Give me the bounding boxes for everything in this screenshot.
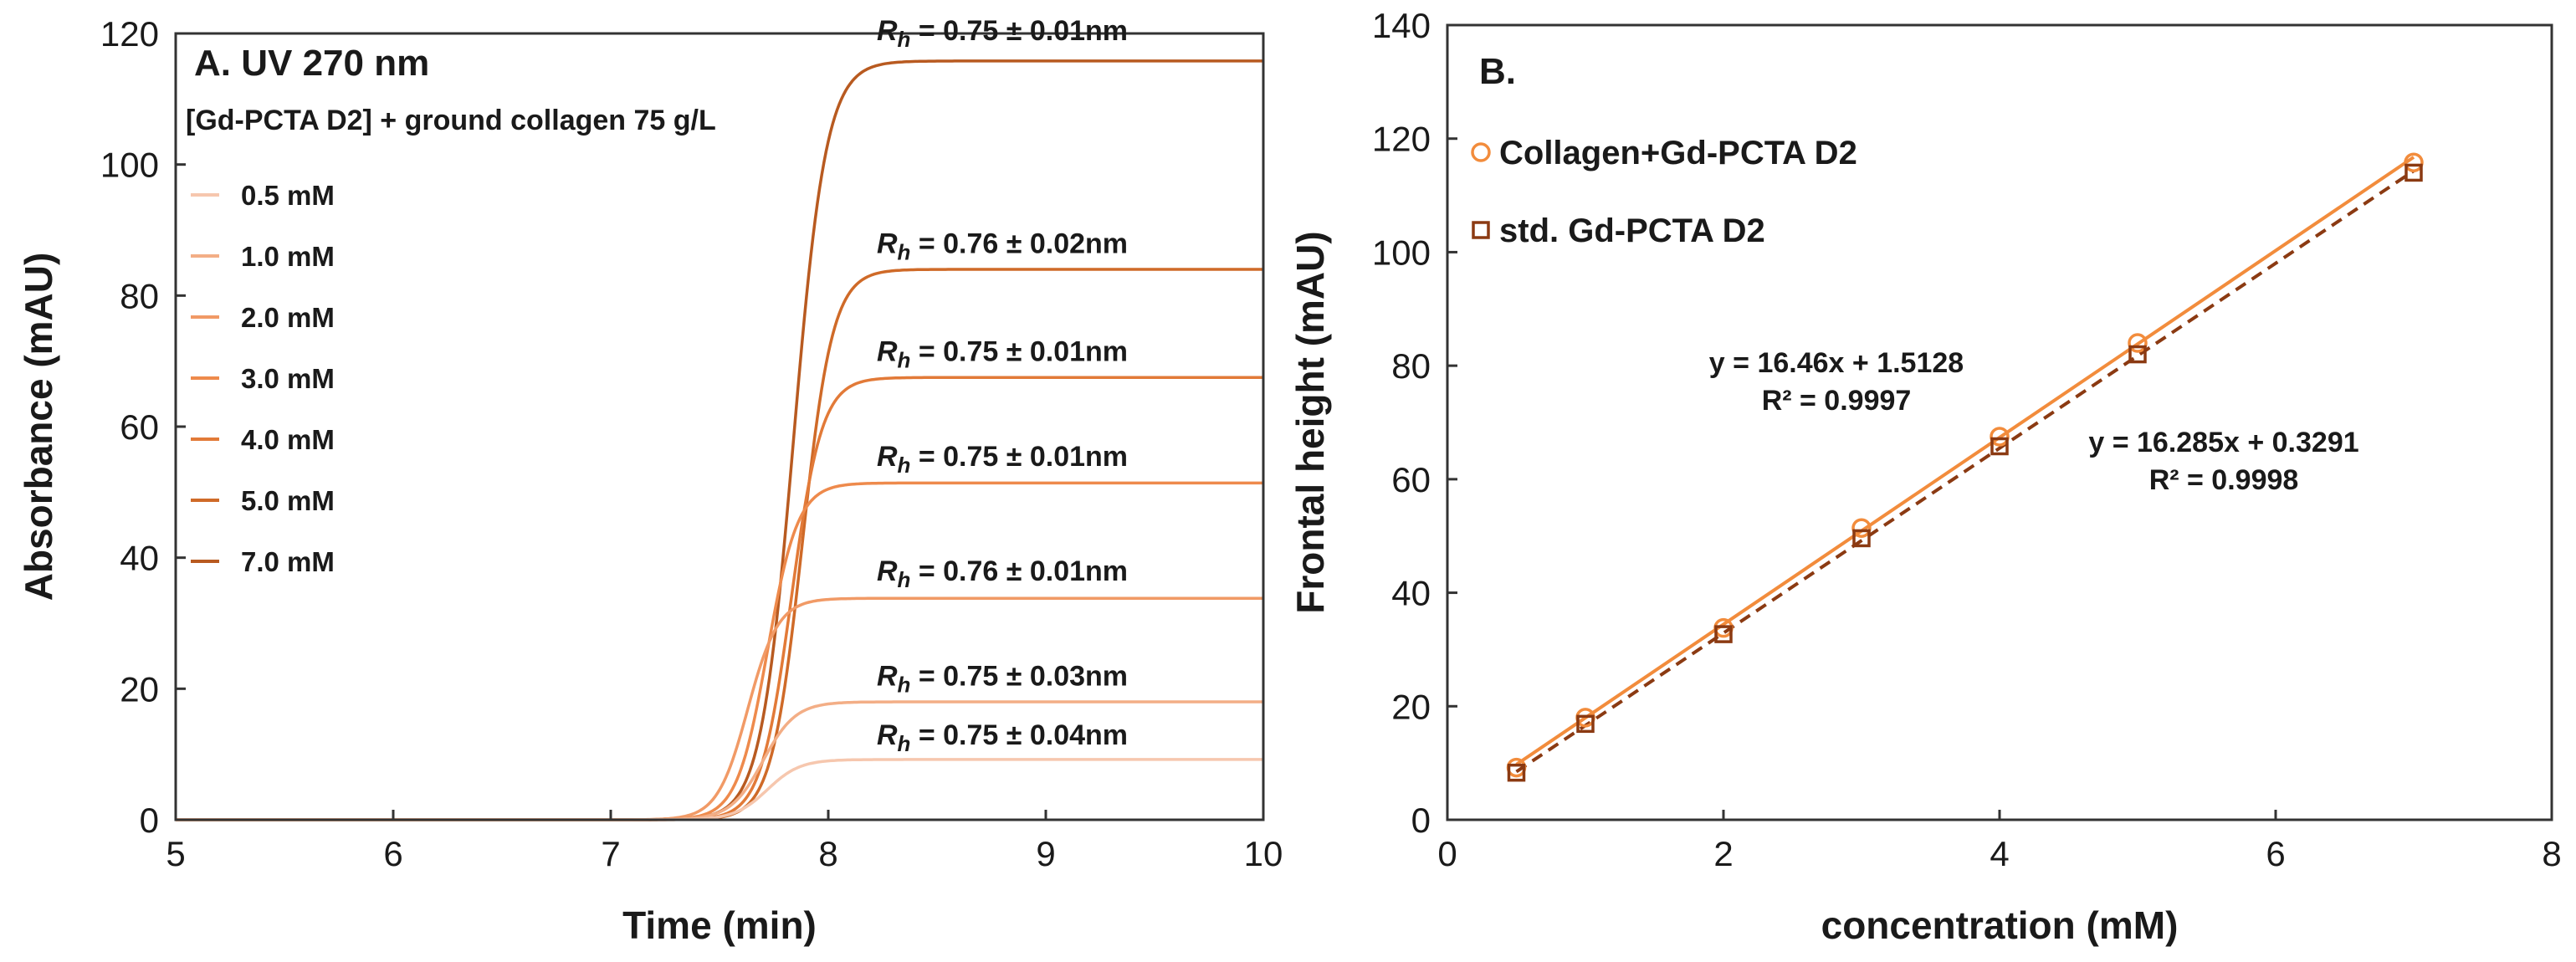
curve-2-0-mM <box>176 596 1263 821</box>
panel-b-chart: 0 2 4 6 8 0 20 40 60 80 100 120 140 concentration (… <box>1288 6 2562 947</box>
panel-b-x-label: concentration (mM) <box>1821 903 2179 947</box>
y-tick-label: 100 <box>100 146 159 185</box>
panel-a-subtitle: [Gd-PCTA D2] + ground collagen 75 g/L <box>186 105 716 136</box>
panel-a-annotations: Rh = 0.75 ± 0.01nm Rh = 0.76 ± 0.02nm Rh =… <box>877 15 1128 756</box>
legend-label: 5.0 mM <box>241 485 335 516</box>
y-tick-label: 20 <box>120 669 159 709</box>
y-tick-label: 20 <box>1391 687 1431 726</box>
legend-label: 0.5 mM <box>241 180 335 211</box>
panel-a-x-label: Time (min) <box>622 903 817 947</box>
y-tick-label: 80 <box>120 276 159 315</box>
x-tick-label: 8 <box>2542 834 2561 873</box>
legend-label: 4.0 mM <box>241 424 335 455</box>
rh-annotation: Rh = 0.76 ± 0.02nm <box>877 228 1128 264</box>
std-data-point <box>1990 437 2009 456</box>
x-tick-label: 4 <box>1990 834 2009 873</box>
y-tick-label: 80 <box>1391 346 1431 386</box>
legend-label: std. Gd-PCTA D2 <box>1499 212 1765 249</box>
panel-a-y-label: Absorbance (mAU) <box>17 253 60 601</box>
collagen-data-point <box>1990 427 2010 447</box>
collagen-fit-equation: y = 16.46x + 1.5128 <box>1709 347 1964 379</box>
legend-label: 3.0 mM <box>241 363 335 394</box>
panel-b-fit-lines <box>1515 156 2415 774</box>
std-data-point <box>1576 714 1595 734</box>
panel-a-chart: 5 6 7 8 9 10 0 20 40 60 80 100 120 Time (min) Absor… <box>17 14 1283 947</box>
legend-square-marker <box>1472 221 1490 239</box>
rh-annotation: Rh = 0.75 ± 0.01nm <box>877 336 1128 373</box>
panel-a-legend: 0.5 mM 1.0 mM 2.0 mM 3.0 mM 4.0 mM 5.0 mM 7.0 … <box>191 180 335 577</box>
y-tick-label: 40 <box>120 539 159 578</box>
x-tick-label: 0 <box>1437 834 1457 873</box>
y-tick-label: 120 <box>1372 120 1431 159</box>
panel-a-x-ticks: 5 6 7 8 9 10 <box>166 810 1283 873</box>
collagen-data-point <box>1851 518 1872 538</box>
curve-3-0-mM <box>176 481 1263 821</box>
y-tick-label: 140 <box>1372 6 1431 45</box>
x-tick-label: 10 <box>1244 834 1283 873</box>
x-tick-label: 9 <box>1036 834 1055 873</box>
panel-b-title: B. <box>1479 51 1516 92</box>
panel-a-y-ticks: 0 20 40 60 80 100 120 <box>100 14 186 840</box>
panel-b-y-label: Frontal height (mAU) <box>1288 231 1332 613</box>
rh-annotation: Rh = 0.75 ± 0.01nm <box>877 15 1128 52</box>
panel-b-legend: Collagen+Gd-PCTA D2 std. Gd-PCTA D2 <box>1471 135 1857 249</box>
std-fit-r2: R² = 0.9998 <box>2149 464 2299 496</box>
collagen-data-point <box>2404 152 2424 172</box>
collagen-fit-r2: R² = 0.9997 <box>1762 385 1912 417</box>
x-tick-label: 7 <box>601 834 620 873</box>
y-tick-label: 60 <box>1391 460 1431 499</box>
legend-circle-marker <box>1471 142 1491 162</box>
rh-annotation: Rh = 0.75 ± 0.01nm <box>877 441 1128 478</box>
panel-b-x-ticks: 0 2 4 6 8 <box>1437 810 2562 873</box>
std-fit-equation: y = 16.285x + 0.3291 <box>2088 427 2358 458</box>
x-tick-label: 8 <box>818 834 837 873</box>
std-data-point <box>1852 529 1871 548</box>
std-data-point <box>1507 763 1526 782</box>
std-data-point <box>2404 163 2423 182</box>
y-tick-label: 0 <box>140 801 159 840</box>
legend-label: 7.0 mM <box>241 546 335 577</box>
x-tick-label: 6 <box>2266 834 2285 873</box>
y-tick-label: 60 <box>120 407 159 447</box>
legend-label: 2.0 mM <box>241 302 335 333</box>
x-tick-label: 6 <box>383 834 402 873</box>
rh-annotation: Rh = 0.75 ± 0.03nm <box>877 660 1128 697</box>
panel-b-points <box>1506 152 2424 782</box>
panel-a-title: A. UV 270 nm <box>194 43 429 84</box>
legend-label: Collagen+Gd-PCTA D2 <box>1499 135 1857 171</box>
x-tick-label: 2 <box>1713 834 1733 873</box>
rh-annotation: Rh = 0.76 ± 0.01nm <box>877 555 1128 592</box>
y-tick-label: 0 <box>1411 801 1431 840</box>
std-fit-line <box>1515 169 2415 774</box>
y-tick-label: 100 <box>1372 233 1431 272</box>
std-data-point <box>2128 345 2147 364</box>
x-tick-label: 5 <box>166 834 185 873</box>
rh-annotation: Rh = 0.75 ± 0.04nm <box>877 719 1128 756</box>
legend-label: 1.0 mM <box>241 241 335 272</box>
y-tick-label: 120 <box>100 14 159 54</box>
panel-b-y-ticks: 0 20 40 60 80 100 120 140 <box>1372 6 1457 840</box>
collagen-fit-line <box>1515 156 2415 766</box>
collagen-data-point <box>2128 333 2148 353</box>
y-tick-label: 40 <box>1391 574 1431 613</box>
std-data-point <box>1714 625 1733 643</box>
